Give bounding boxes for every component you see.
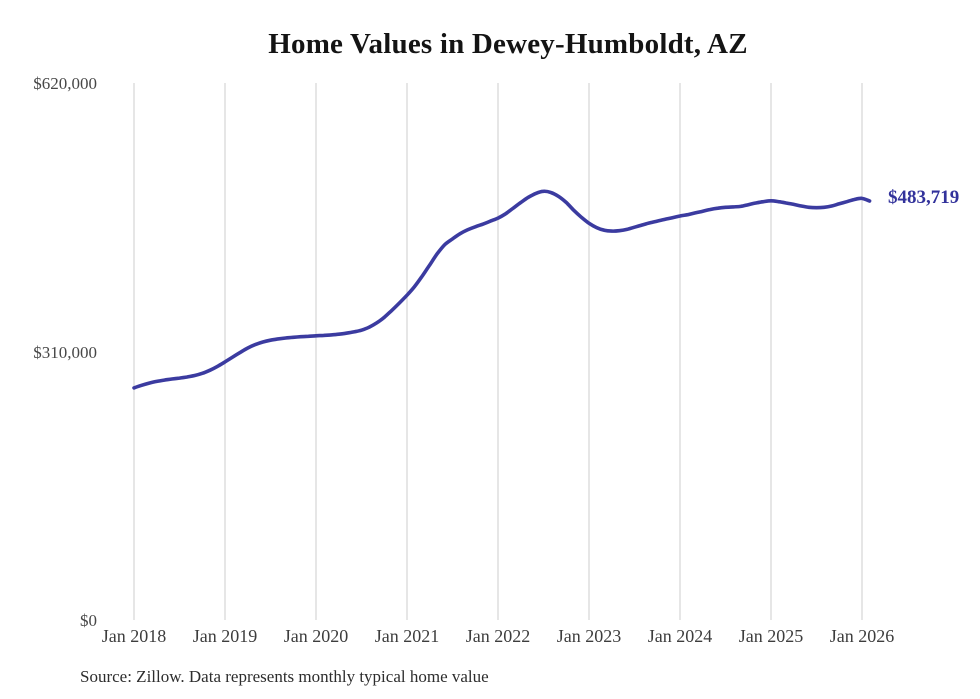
x-tick-label: Jan 2022 [465,626,531,646]
latest-value-label: $483,719 [888,187,960,208]
x-tick-label: Jan 2020 [283,626,349,646]
x-tick-label: Jan 2026 [829,626,895,646]
x-tick-label: Jan 2025 [738,626,804,646]
x-tick-label: Jan 2019 [192,626,258,646]
source-note: Source: Zillow. Data represents monthly … [80,667,489,686]
x-tick-label: Jan 2024 [647,626,713,646]
y-tick-label: $620,000 [33,74,97,93]
y-tick-label: $0 [80,611,97,630]
y-tick-label: $310,000 [33,342,97,362]
x-tick-label: Jan 2021 [374,626,440,646]
home-value-line [132,189,872,390]
gridline-group [133,83,863,620]
x-tick-label: Jan 2018 [101,626,167,646]
x-tick-label: Jan 2023 [556,626,622,646]
chart-title: Home Values in Dewey-Humboldt, AZ [268,28,748,60]
